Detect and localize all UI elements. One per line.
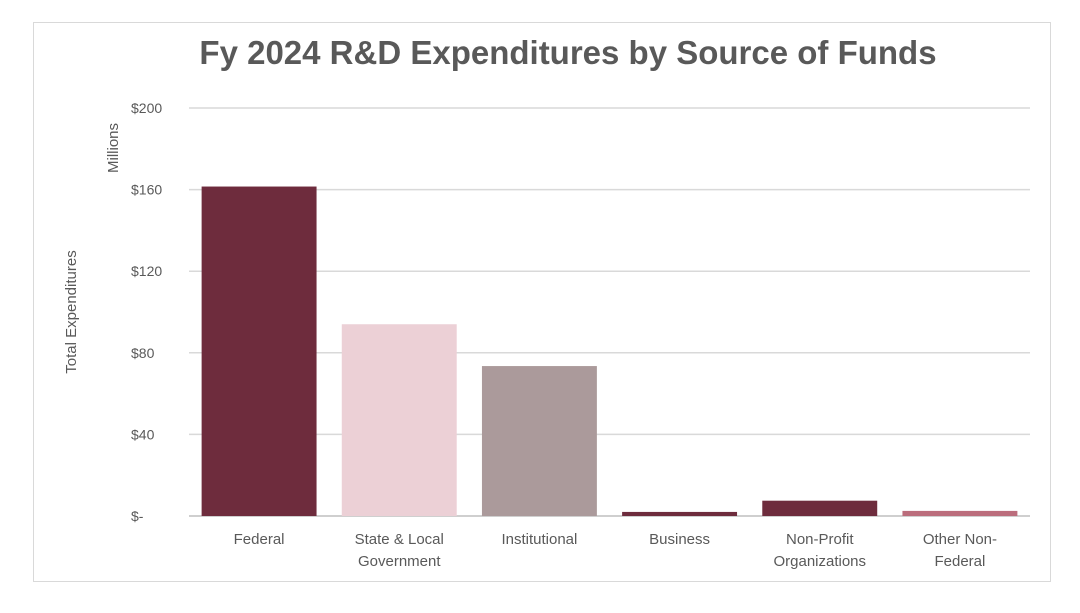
- y-axis-unit-label: Millions: [105, 123, 122, 173]
- x-category-labels: Federal State & Local Government Institutio…: [234, 531, 997, 570]
- y-tick-labels: $- $40 $80 $120 $160 $200: [131, 100, 162, 524]
- bars: [201, 186, 1018, 517]
- x-category-label: Federal: [234, 531, 285, 548]
- y-tick-label: $-: [131, 508, 144, 524]
- y-tick-label: $40: [131, 426, 155, 442]
- x-category-label: Business: [649, 531, 710, 548]
- x-category-label: Government: [358, 553, 441, 570]
- x-category-label: Institutional: [501, 531, 577, 548]
- bar: [201, 186, 317, 517]
- y-tick-label: $200: [131, 100, 162, 116]
- bar: [341, 324, 457, 516]
- y-tick-label: $120: [131, 263, 162, 279]
- x-category-label: State & Local: [355, 531, 444, 548]
- bar: [481, 366, 597, 516]
- gridlines: [189, 107, 1030, 517]
- bar: [622, 511, 738, 516]
- y-axis-label: Total Expenditures: [63, 250, 80, 373]
- x-category-label: Federal: [934, 553, 985, 570]
- y-tick-label: $160: [131, 182, 162, 198]
- x-category-label: Other Non-: [923, 531, 997, 548]
- y-tick-label: $80: [131, 345, 155, 361]
- x-category-label: Non-Profit: [786, 531, 854, 548]
- bar: [762, 500, 878, 516]
- bar: [902, 510, 1018, 516]
- chart-title: Fy 2024 R&D Expenditures by Source of Fu…: [199, 34, 936, 71]
- x-category-label: Organizations: [773, 553, 866, 570]
